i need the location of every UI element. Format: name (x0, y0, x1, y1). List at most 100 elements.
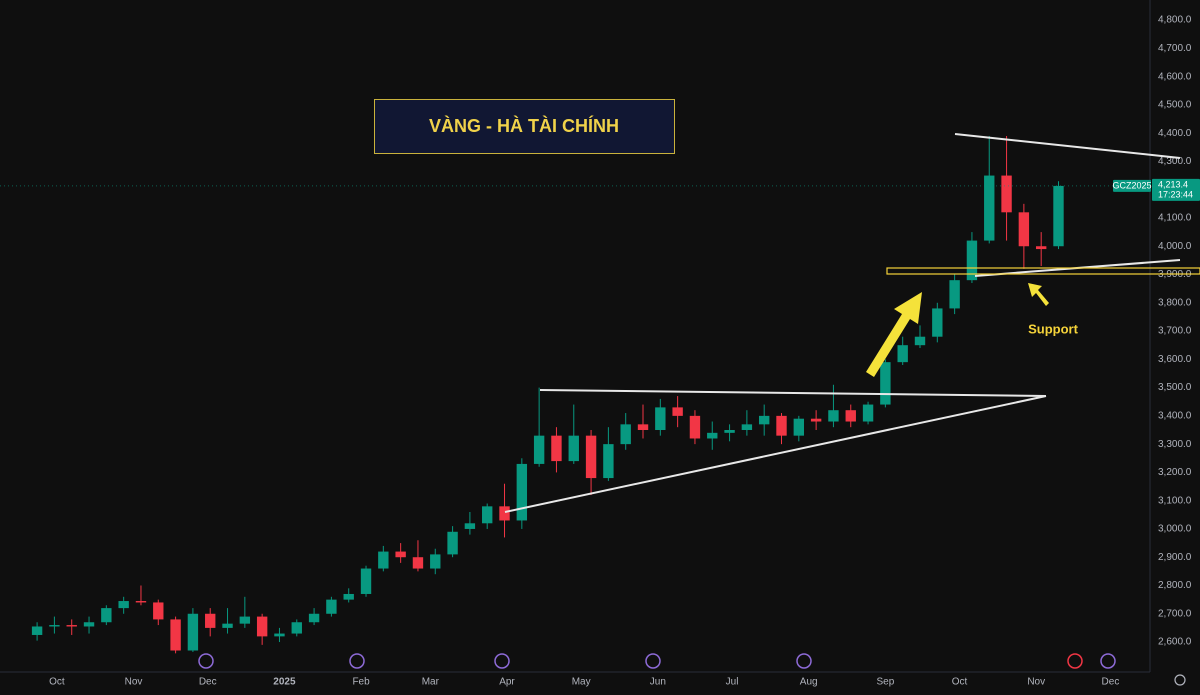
candle-body (1035, 246, 1047, 250)
y-tick-label: 3,600.0 (1158, 354, 1192, 365)
y-tick-label: 2,800.0 (1158, 580, 1192, 591)
candle-body (828, 410, 839, 422)
y-tick-label: 4,300.0 (1158, 156, 1192, 167)
candle-body (603, 444, 614, 479)
candle-body (949, 280, 960, 309)
support-zone (886, 267, 1200, 275)
candle-body (187, 613, 199, 651)
candle-body (793, 418, 805, 436)
candle-body (689, 415, 701, 439)
event-icons (198, 653, 1116, 669)
event-icon[interactable] (1067, 653, 1083, 669)
candle-body (378, 551, 389, 569)
candle-body (516, 463, 528, 521)
y-tick-label: 4,100.0 (1158, 213, 1192, 224)
candle-body (430, 554, 441, 569)
y-tick-label: 4,600.0 (1158, 71, 1192, 82)
candle-body (759, 415, 770, 425)
candle-body (533, 435, 545, 464)
symbol-label: GCZ2025 (1112, 180, 1151, 190)
x-tick-label: Mar (422, 677, 440, 688)
x-tick-label: Nov (1027, 677, 1045, 688)
candle-body (499, 506, 510, 521)
candle-body (31, 626, 43, 635)
price-tag (1152, 178, 1200, 201)
candle-body (101, 608, 112, 623)
candle-body (637, 424, 649, 431)
y-tick-label: 3,400.0 (1158, 411, 1192, 422)
x-tick-label: Aug (800, 677, 818, 688)
x-tick-label: Apr (499, 677, 515, 688)
y-tick-label: 3,800.0 (1158, 297, 1192, 308)
candle-body (66, 625, 77, 627)
candle-body (1018, 212, 1030, 247)
candle-body (395, 551, 406, 558)
event-icon[interactable] (198, 653, 214, 669)
candle-body (153, 602, 164, 620)
y-tick-label: 4,000.0 (1158, 241, 1192, 252)
candle-body (343, 593, 354, 600)
trend-line (539, 389, 1047, 397)
candle-body (239, 616, 251, 624)
title-box (374, 99, 675, 154)
symbol-tag (1113, 179, 1151, 192)
candle-body (308, 613, 320, 623)
candle-body (170, 619, 181, 651)
candle-body (83, 622, 95, 627)
candle-body (551, 435, 562, 462)
y-tick-label: 3,300.0 (1158, 439, 1192, 450)
candle-body (205, 613, 216, 628)
y-tick-label: 3,100.0 (1158, 495, 1192, 506)
candle-body (620, 424, 631, 445)
candle-body (256, 616, 268, 637)
event-icon[interactable] (1100, 653, 1116, 669)
candle-body (897, 345, 908, 363)
x-tick-label: Dec (1102, 677, 1120, 688)
y-tick-label: 2,600.0 (1158, 637, 1192, 648)
y-tick-label: 3,200.0 (1158, 467, 1192, 478)
y-tick-label: 2,700.0 (1158, 608, 1192, 619)
candle-body (776, 415, 787, 436)
arrow (1028, 283, 1049, 306)
event-icon[interactable] (494, 653, 510, 669)
event-icon[interactable] (349, 653, 365, 669)
x-tick-label: Nov (125, 677, 143, 688)
candle-body (222, 623, 233, 628)
candle-body (845, 410, 856, 422)
arrow (866, 292, 922, 377)
y-tick-label: 2,900.0 (1158, 552, 1192, 563)
x-tick-label: Oct (49, 677, 65, 688)
candle-body (966, 240, 978, 281)
event-icon[interactable] (796, 653, 812, 669)
y-tick-label: 3,500.0 (1158, 382, 1192, 393)
price-label: 4,213.4 (1158, 179, 1188, 189)
countdown-label: 17:23:44 (1158, 189, 1193, 199)
x-tick-label: Jun (650, 677, 666, 688)
candle-body (741, 424, 753, 431)
y-tick-label: 4,800.0 (1158, 15, 1192, 26)
candle-body (447, 531, 458, 555)
settings-icon[interactable] (1174, 674, 1186, 686)
trend-line (504, 395, 1047, 513)
annotation: Support (1028, 321, 1078, 336)
x-tick-label: Jul (726, 677, 739, 688)
trend-line (954, 133, 1181, 159)
candle-body (1053, 185, 1064, 247)
y-tick-label: 3,000.0 (1158, 524, 1192, 535)
candle-body (862, 404, 874, 422)
candle-body (914, 336, 926, 346)
candle-body (274, 633, 285, 637)
y-tick-label: 4,400.0 (1158, 128, 1192, 139)
y-tick-label: 4,500.0 (1158, 100, 1192, 111)
candle-body (49, 625, 60, 627)
candle-body (326, 599, 337, 614)
candle-body (672, 407, 683, 416)
candle-body (464, 523, 476, 529)
candle-body (707, 432, 718, 439)
event-icon[interactable] (645, 653, 661, 669)
candle-body (412, 557, 424, 569)
y-tick-label: 3,900.0 (1158, 269, 1192, 280)
candle-body (655, 407, 666, 431)
